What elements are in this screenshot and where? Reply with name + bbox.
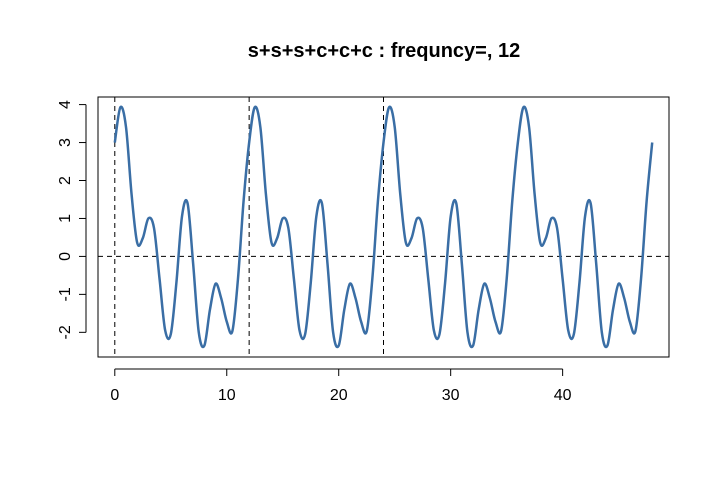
y-tick-label: -2 bbox=[57, 325, 74, 339]
y-tick-label: 3 bbox=[57, 138, 74, 147]
chart-title: s+s+s+c+c+c : frequncy=, 12 bbox=[248, 40, 520, 62]
y-tick-label: 2 bbox=[57, 176, 74, 185]
series-layer bbox=[113, 105, 654, 349]
x-tick-label: 40 bbox=[554, 387, 572, 404]
x-tick-label: 0 bbox=[110, 387, 119, 404]
y-tick-label: 1 bbox=[57, 214, 74, 223]
y-tick-label: 4 bbox=[57, 100, 74, 109]
x-tick-label: 20 bbox=[330, 387, 348, 404]
y-axis: -2 -1 0 1 2 3 4 bbox=[57, 100, 87, 339]
x-tick-label: 10 bbox=[218, 387, 236, 404]
reference-lines bbox=[98, 97, 669, 357]
x-axis: 0 10 20 30 40 bbox=[110, 368, 572, 404]
y-tick-label: -1 bbox=[57, 287, 74, 301]
x-tick-label: 30 bbox=[442, 387, 460, 404]
y-tick-label: 0 bbox=[57, 252, 74, 261]
series-line bbox=[113, 105, 654, 349]
